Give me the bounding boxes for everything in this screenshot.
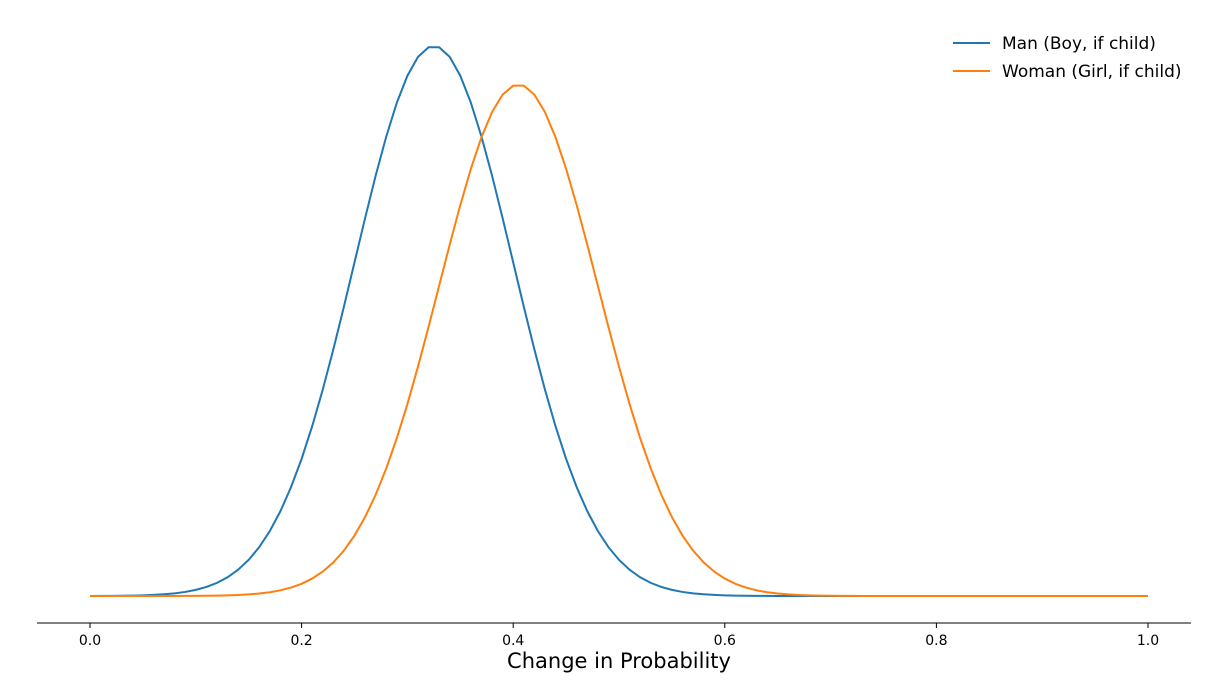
x-axis-title: Change in Probability (507, 649, 731, 673)
x-axis-ticks: 0.0 0.2 0.4 0.6 0.8 1.0 (79, 623, 1159, 649)
plot-area (89, 46, 1148, 597)
x-tick-label: 0.2 (290, 633, 312, 649)
x-tick-label: 0.4 (502, 633, 524, 649)
x-tick-label: 0.0 (79, 633, 101, 649)
x-tick-label: 0.6 (714, 633, 736, 649)
series-line-1 (89, 46, 1148, 597)
legend-label: Woman (Girl, if child) (1002, 62, 1182, 82)
legend: Man (Boy, if child) Woman (Girl, if child… (953, 34, 1182, 82)
x-tick-label: 1.0 (1137, 633, 1159, 649)
legend-label: Man (Boy, if child) (1002, 34, 1156, 54)
x-tick-label: 0.8 (925, 633, 947, 649)
series-line-2 (90, 84, 1148, 597)
